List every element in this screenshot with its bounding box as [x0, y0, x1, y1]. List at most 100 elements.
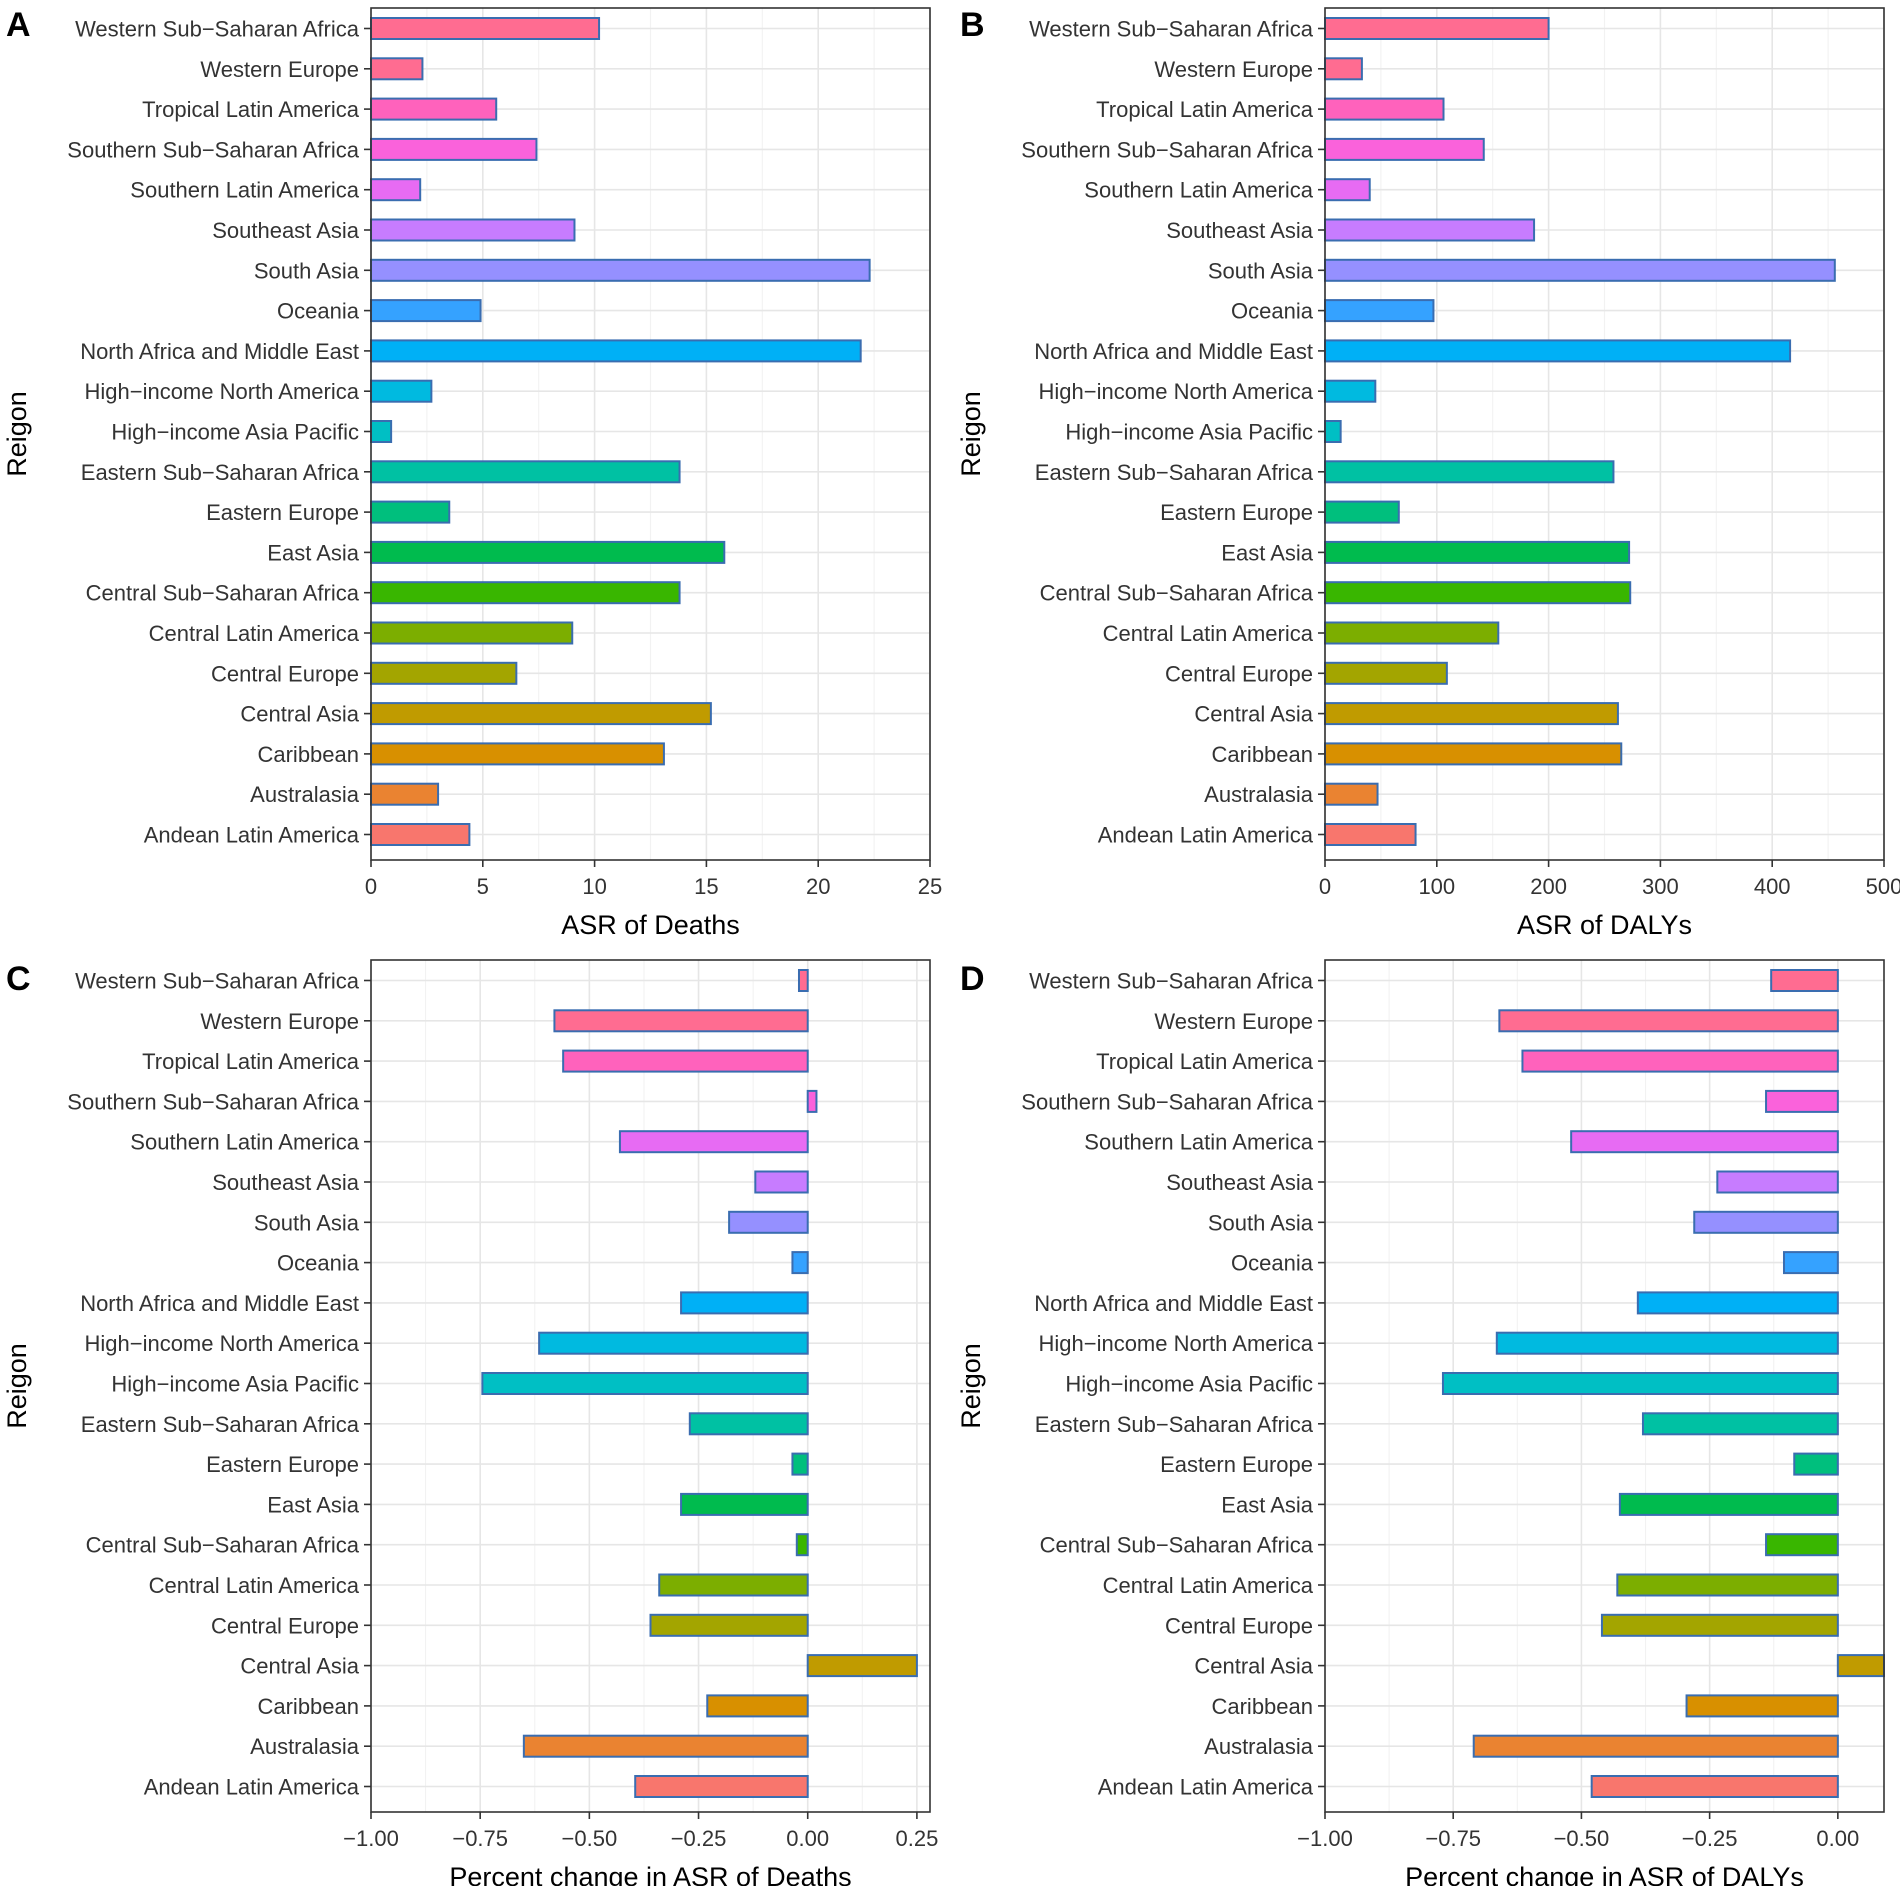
panel-a-bar-high-income-north-america [370, 379, 433, 403]
panel-d-y-tick-label: Southern Sub−Saharan Africa [1021, 1089, 1313, 1114]
panel-d-y-tick-label: North Africa and Middle East [1034, 1291, 1313, 1316]
panel-d-bar-southern-sub-saharan-africa [1765, 1089, 1839, 1113]
panel-b-bar-south-asia [1324, 258, 1836, 282]
panel-d-bar-central-asia [1836, 1654, 1885, 1678]
panel-b-x-tick-label: 200 [1530, 874, 1567, 899]
panel-b-bar-southern-latin-america [1324, 178, 1371, 202]
panel-c-x-tick-label: −0.25 [671, 1826, 727, 1851]
panel-a: Western Sub−Saharan Africa Western Europe… [2, 6, 942, 940]
panel-a-bar-southeast-asia [370, 218, 576, 242]
panel-c-y-tick-label: Central Sub−Saharan Africa [86, 1533, 360, 1558]
panel-a-bar-eastern-sub-saharan-africa [370, 460, 681, 484]
panel-d-x-tick-label: 0.00 [1816, 1826, 1859, 1851]
panel-c-bar-eastern-europe [791, 1452, 809, 1476]
panel-a-y-tick-label: Southern Latin America [130, 178, 359, 203]
panel-d-y-tick-label: South Asia [1208, 1210, 1314, 1235]
panel-b-y-tick-label: Western Europe [1154, 57, 1313, 82]
panel-a-bar-south-asia [370, 258, 871, 282]
panel-d-bar-central-europe [1600, 1613, 1839, 1637]
panel-b-plot-frame [1324, 7, 1885, 861]
panel-a-y-tick-label: South Asia [254, 258, 360, 283]
panel-c-x-tick-label: 0.00 [786, 1826, 829, 1851]
panel-a-y-tick-label: Caribbean [257, 742, 359, 767]
panel-d-y-tick-label: Eastern Europe [1160, 1452, 1313, 1477]
panel-d-y-tick-label: High−income Asia Pacific [1065, 1372, 1313, 1397]
panel-b-y-tick-label: Southern Sub−Saharan Africa [1021, 137, 1313, 162]
panel-a-x-tick-label: 0 [365, 874, 377, 899]
panel-c-y-tick-label: Western Sub−Saharan Africa [75, 969, 360, 994]
panel-d-y-tick-label: Central Europe [1165, 1613, 1313, 1638]
panel-d-bar-andean-latin-america [1590, 1775, 1839, 1798]
panel-a-x-tick-label: 5 [477, 874, 489, 899]
panel-a-bar-southern-sub-saharan-africa [370, 137, 538, 161]
panel-b-bar-oceania [1324, 299, 1435, 323]
panel-b-x-tick-label: 0 [1319, 874, 1331, 899]
panel-d-panel-letter: D [960, 960, 985, 998]
panel-b-bar-central-sub-saharan-africa [1324, 581, 1632, 605]
panel-d-y-tick-label: Australasia [1204, 1734, 1314, 1759]
panel-c-y-tick-label: Southeast Asia [212, 1170, 360, 1195]
panel-b-bar-southeast-asia [1324, 218, 1536, 242]
panel-a-bar-tropical-latin-america [370, 97, 498, 121]
panel-c-panel-letter: C [6, 960, 31, 998]
panel-c-y-tick-label: Western Europe [200, 1009, 359, 1034]
panel-b-y-tick-label: Tropical Latin America [1096, 97, 1314, 122]
panel-b-x-tick-label: 100 [1418, 874, 1455, 899]
panel-b-bar-high-income-asia-pacific [1324, 420, 1342, 443]
panel-a-y-tick-label: Eastern Sub−Saharan Africa [81, 460, 360, 485]
panel-c-bar-central-europe [649, 1613, 809, 1637]
panel-d-bar-southeast-asia [1716, 1170, 1839, 1194]
panel-c-y-tick-label: South Asia [254, 1210, 360, 1235]
panel-c-y-tick-label: Southern Latin America [130, 1130, 359, 1155]
panel-a-bar-oceania [370, 299, 482, 323]
panel-a-bar-central-asia [370, 702, 712, 726]
panel-c-y-tick-label: Eastern Sub−Saharan Africa [81, 1412, 360, 1437]
panel-c-bar-north-africa-and-middle-east [680, 1291, 809, 1315]
panel-a-y-tick-label: High−income Asia Pacific [111, 420, 359, 445]
panel-d-y-tick-label: East Asia [1221, 1492, 1313, 1517]
panel-a-y-tick-label: Australasia [250, 782, 360, 807]
panel-a-y-tick-label: Eastern Europe [206, 500, 359, 525]
panel-d-bar-central-sub-saharan-africa [1765, 1533, 1839, 1557]
panel-d-y-tick-label: Southern Latin America [1084, 1130, 1313, 1155]
panel-c-bar-western-sub-saharan-africa [797, 969, 809, 992]
panel-d-bar-western-sub-saharan-africa [1770, 969, 1839, 992]
panel-b-bar-north-africa-and-middle-east [1324, 339, 1792, 363]
panel-c-y-tick-label: Eastern Europe [206, 1452, 359, 1477]
panel-b-bar-western-sub-saharan-africa [1324, 17, 1550, 40]
panel-d-x-tick-label: −1.00 [1297, 1826, 1353, 1851]
panel-a-x-axis-title: ASR of Deaths [561, 910, 740, 940]
panel-a-y-tick-label: Central Europe [211, 661, 359, 686]
panel-b-y-tick-label: Central Sub−Saharan Africa [1040, 581, 1314, 606]
panel-b-y-tick-label: High−income North America [1038, 379, 1313, 404]
panel-a-bar-high-income-asia-pacific [370, 420, 393, 443]
panel-a-bar-southern-latin-america [370, 178, 422, 202]
panel-d-bar-north-africa-and-middle-east [1636, 1291, 1839, 1315]
panel-d-bar-eastern-sub-saharan-africa [1641, 1412, 1839, 1436]
panel-a-panel-letter: A [6, 6, 31, 44]
panel-b-y-tick-label: Andean Latin America [1098, 823, 1314, 848]
panel-b-y-tick-label: Central Asia [1194, 702, 1313, 727]
panel-a-bar-caribbean [370, 742, 665, 766]
panel-a-bar-western-europe [370, 57, 424, 81]
panel-a-y-tick-label: Central Latin America [149, 621, 360, 646]
panel-c-y-tick-label: North Africa and Middle East [80, 1291, 359, 1316]
panel-b-bar-central-asia [1324, 702, 1619, 726]
panel-d-y-tick-label: Eastern Sub−Saharan Africa [1035, 1412, 1314, 1437]
panel-a-y-tick-label: Central Sub−Saharan Africa [86, 581, 360, 606]
panel-b-y-tick-label: South Asia [1208, 258, 1314, 283]
panel-d-y-tick-label: Western Sub−Saharan Africa [1029, 969, 1314, 994]
panel-c-y-tick-label: Central Europe [211, 1613, 359, 1638]
panel-a-bar-north-africa-and-middle-east [370, 339, 862, 363]
panel-c-bar-southern-sub-saharan-africa [806, 1089, 818, 1113]
panel-c-bar-southern-latin-america [618, 1130, 809, 1154]
panel-b-x-tick-label: 300 [1642, 874, 1679, 899]
panel-c-bar-caribbean [706, 1694, 809, 1718]
panel-a-y-tick-label: Southern Sub−Saharan Africa [67, 137, 359, 162]
panel-a-y-tick-label: High−income North America [84, 379, 359, 404]
panel-c-bar-high-income-north-america [538, 1331, 809, 1355]
panel-b-y-tick-label: Central Europe [1165, 661, 1313, 686]
panel-d-y-tick-label: Oceania [1231, 1251, 1314, 1276]
panel-a-bar-eastern-europe [370, 500, 451, 524]
